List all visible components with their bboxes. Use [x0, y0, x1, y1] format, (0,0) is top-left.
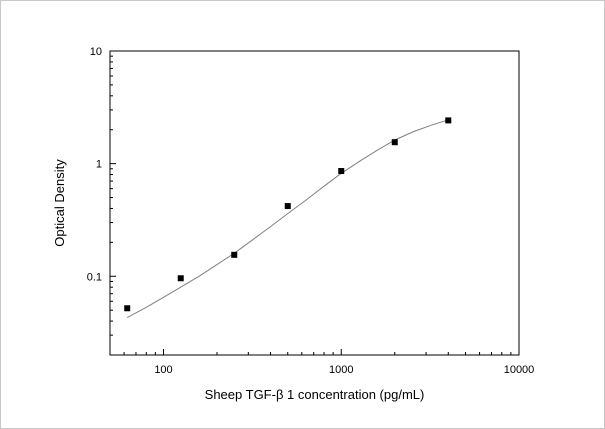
x-axis-title: Sheep TGF-β 1 concentration (pg/mL): [205, 387, 425, 402]
data-points-layer: [124, 117, 452, 312]
y-tick-label: 1: [96, 159, 102, 171]
y-tick-label: 0.1: [87, 271, 102, 283]
data-point: [284, 203, 291, 210]
data-point: [391, 139, 398, 146]
data-point: [338, 168, 345, 175]
plot-box: [109, 50, 520, 356]
data-point: [231, 251, 238, 258]
tick-labels-layer: 100 1000 10000 0.1 1 10: [87, 46, 535, 376]
data-point: [445, 117, 452, 124]
y-tick-label: 10: [90, 46, 102, 58]
fit-curve-layer: [126, 119, 449, 319]
data-point: [177, 275, 184, 282]
y-axis-title: Optical Density: [52, 159, 67, 247]
x-tick-label: 100: [154, 364, 172, 376]
x-tick-label: 1000: [329, 364, 353, 376]
axes: [109, 50, 520, 356]
x-tick-label: 10000: [504, 364, 535, 376]
data-point: [124, 305, 131, 312]
fit-curve: [126, 119, 449, 319]
